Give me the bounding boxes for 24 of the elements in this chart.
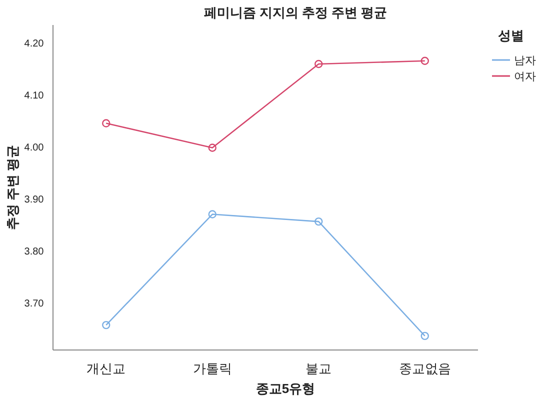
point: [420, 56, 429, 65]
y-tick-label: 3.80: [24, 246, 44, 258]
y-axis-title: 추정 주변 평균: [5, 144, 20, 230]
y-tick-label: 3.90: [24, 194, 44, 206]
x-tick-label: 개신교: [86, 361, 126, 376]
point: [208, 144, 216, 152]
point: [208, 210, 216, 218]
legend-title: 성별: [498, 28, 524, 43]
x-tick-label: 가톨릭: [192, 361, 232, 376]
point: [420, 332, 429, 340]
chart-title: 페미니즘 지지의 추정 주변 평균: [204, 5, 388, 20]
x-axis-title: 종교5유형: [256, 381, 316, 396]
y-tick-label: 4.10: [24, 90, 44, 102]
x-tick-label: 불교: [306, 361, 332, 376]
point: [314, 60, 323, 68]
y-tick-label: 3.70: [24, 298, 44, 310]
x-tick-label: 종교없음: [398, 361, 451, 376]
y-tick-label: 4.00: [24, 142, 44, 154]
point: [314, 217, 323, 226]
legend-label: 여자: [514, 71, 536, 83]
point: [102, 119, 110, 128]
legend-label: 남자: [514, 55, 536, 67]
y-tick-label: 4.20: [24, 38, 44, 50]
point: [102, 320, 110, 330]
